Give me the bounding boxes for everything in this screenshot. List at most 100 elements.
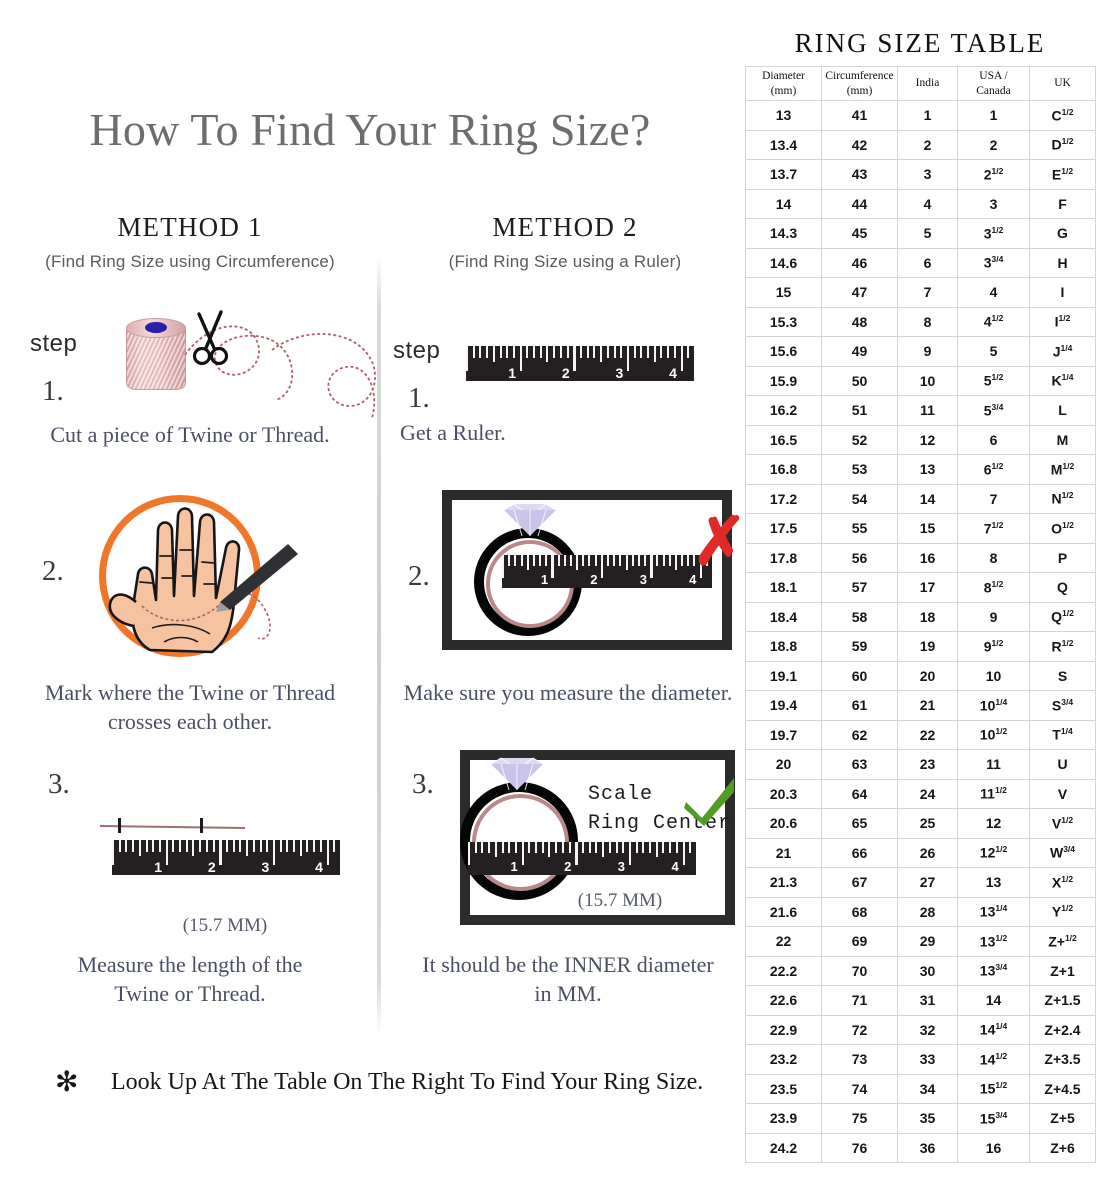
table-row: 17.8 56 16 8 P: [745, 542, 1096, 573]
table-cell: S: [1029, 660, 1096, 691]
table-cell: 64: [821, 778, 898, 809]
ruler-label: 2: [590, 572, 598, 588]
ruler-method-2-step-1-icon: 1 2 3 4: [466, 346, 694, 381]
table-cell: 20: [897, 660, 958, 691]
table-row: 16.5 52 12 6 M: [745, 424, 1096, 455]
table-cell: 58: [821, 601, 898, 632]
footnote-text: Look Up At The Table On The Right To Fin…: [111, 1069, 704, 1095]
thread-mark-left-icon: [118, 818, 121, 833]
ring-measure-correct-box: Scale Ring Center 1 2 3 4 (15.7 MM): [460, 750, 735, 925]
table-cell: 76: [821, 1132, 898, 1163]
page-title: How To Find Your Ring Size?: [89, 104, 651, 155]
table-cell: I1/2: [1029, 306, 1096, 337]
table-cell: Z+1: [1029, 955, 1096, 986]
table-cell: U: [1029, 749, 1096, 780]
table-cell: Z+5: [1029, 1103, 1096, 1134]
table-cell: Q1/2: [1029, 601, 1096, 632]
method-1-mm-label: (15.7 MM): [182, 915, 268, 936]
table-cell: 15.6: [745, 336, 822, 367]
table-cell: 63: [821, 749, 898, 780]
table-cell: 45: [821, 218, 898, 249]
table-cell: 13: [897, 454, 958, 485]
instructions-panel: How To Find Your Ring Size? METHOD 1 (Fi…: [20, 104, 747, 1098]
table-cell: 20.6: [745, 808, 822, 839]
table-cell: 72: [821, 1014, 898, 1045]
caption-line-2: in MM.: [534, 981, 602, 1007]
table-cell: Z+1.5: [1029, 985, 1096, 1016]
thread-curl-right-icon: [271, 333, 376, 419]
table-cell: V: [1029, 778, 1096, 809]
table-cell: 22.2: [745, 955, 822, 986]
table-cell: L: [1029, 395, 1096, 426]
ruler-label: 1: [154, 858, 163, 875]
table-cell: H: [1029, 247, 1096, 278]
table-cell: 53/4: [957, 395, 1030, 426]
ruler-label: 1: [510, 859, 518, 875]
table-row: 14.3 45 5 31/2 G: [745, 218, 1096, 249]
table-row: 13.4 42 2 2 D1/2: [745, 129, 1096, 160]
twine-spool-icon: [126, 318, 188, 392]
table-cell: 153/4: [957, 1103, 1030, 1134]
table-cell: K1/4: [1029, 365, 1096, 396]
table-cell: V1/2: [1029, 808, 1096, 839]
hand-with-pen-icon: [92, 490, 352, 670]
table-cell: 3: [897, 159, 958, 190]
table-cell: 11: [957, 749, 1030, 780]
diamond-icon: [503, 503, 557, 537]
table-cell: 19.7: [745, 719, 822, 750]
table-cell: 141/4: [957, 1014, 1030, 1045]
method-2-step-1-number: 1.: [408, 382, 430, 414]
table-cell: 74: [821, 1073, 898, 1104]
table-cell: P: [1029, 542, 1096, 573]
method-1-step-3-caption: Measure the length of the Twine or Threa…: [20, 950, 360, 1008]
table-cell: 12: [897, 424, 958, 455]
ruler-label: 4: [669, 364, 677, 381]
table-cell: G: [1029, 218, 1096, 249]
table-cell: 47: [821, 277, 898, 308]
method-2-step-2-number: 2.: [408, 560, 430, 592]
correct-mark-icon: [684, 778, 734, 826]
diamond-icon: [490, 757, 544, 791]
table-cell: Z+6: [1029, 1132, 1096, 1163]
table-cell: 33: [897, 1044, 958, 1075]
table-cell: 17.2: [745, 483, 822, 514]
table-cell: 41: [821, 100, 898, 131]
table-cell: 12: [957, 808, 1030, 839]
table-cell: 36: [897, 1132, 958, 1163]
table-row: 22 69 29 131/2 Z+1/2: [745, 926, 1096, 957]
table-cell: 5: [957, 336, 1030, 367]
table-cell: 23.2: [745, 1044, 822, 1075]
table-cell: 69: [821, 926, 898, 957]
table-cell: 18.8: [745, 631, 822, 662]
scissors-icon: [192, 310, 229, 366]
table-cell: 33/4: [957, 247, 1030, 278]
footnote: ✻ Look Up At The Table On The Right To Fi…: [55, 1065, 745, 1099]
table-cell: 31: [897, 985, 958, 1016]
table-cell: 10: [957, 660, 1030, 691]
ruler-method-2-step-2-icon: 1 2 3 4: [502, 555, 712, 588]
table-cell: E1/2: [1029, 159, 1096, 190]
table-header-cell-2: India: [897, 66, 958, 101]
table-cell: 7: [897, 277, 958, 308]
table-cell: 51: [821, 395, 898, 426]
table-cell: 13: [745, 100, 822, 131]
ruler-label: 4: [689, 572, 697, 588]
table-cell: 21.6: [745, 896, 822, 927]
table-title: RING SIZE TABLE: [794, 28, 1046, 58]
table-cell: 141/2: [957, 1044, 1030, 1075]
table-header-cell-3: USA / Canada: [957, 66, 1030, 101]
table-cell: 101/2: [957, 719, 1030, 750]
table-cell: 4: [957, 277, 1030, 308]
table-cell: 27: [897, 867, 958, 898]
table-cell: 66: [821, 837, 898, 868]
table-row: 23.5 74 34 151/2 Z+4.5: [745, 1073, 1096, 1104]
table-cell: S3/4: [1029, 690, 1096, 721]
method-2-title: METHOD 2: [492, 212, 638, 242]
table-row: 16.8 53 13 61/2 M1/2: [745, 454, 1096, 485]
measured-thread-icon: [99, 824, 246, 830]
table-row: 20.6 65 25 12 V1/2: [745, 808, 1096, 839]
table-cell: 54: [821, 483, 898, 514]
ruler-method-1-step-3-icon: 1 2 3 4: [112, 840, 340, 875]
table-cell: 15.3: [745, 306, 822, 337]
